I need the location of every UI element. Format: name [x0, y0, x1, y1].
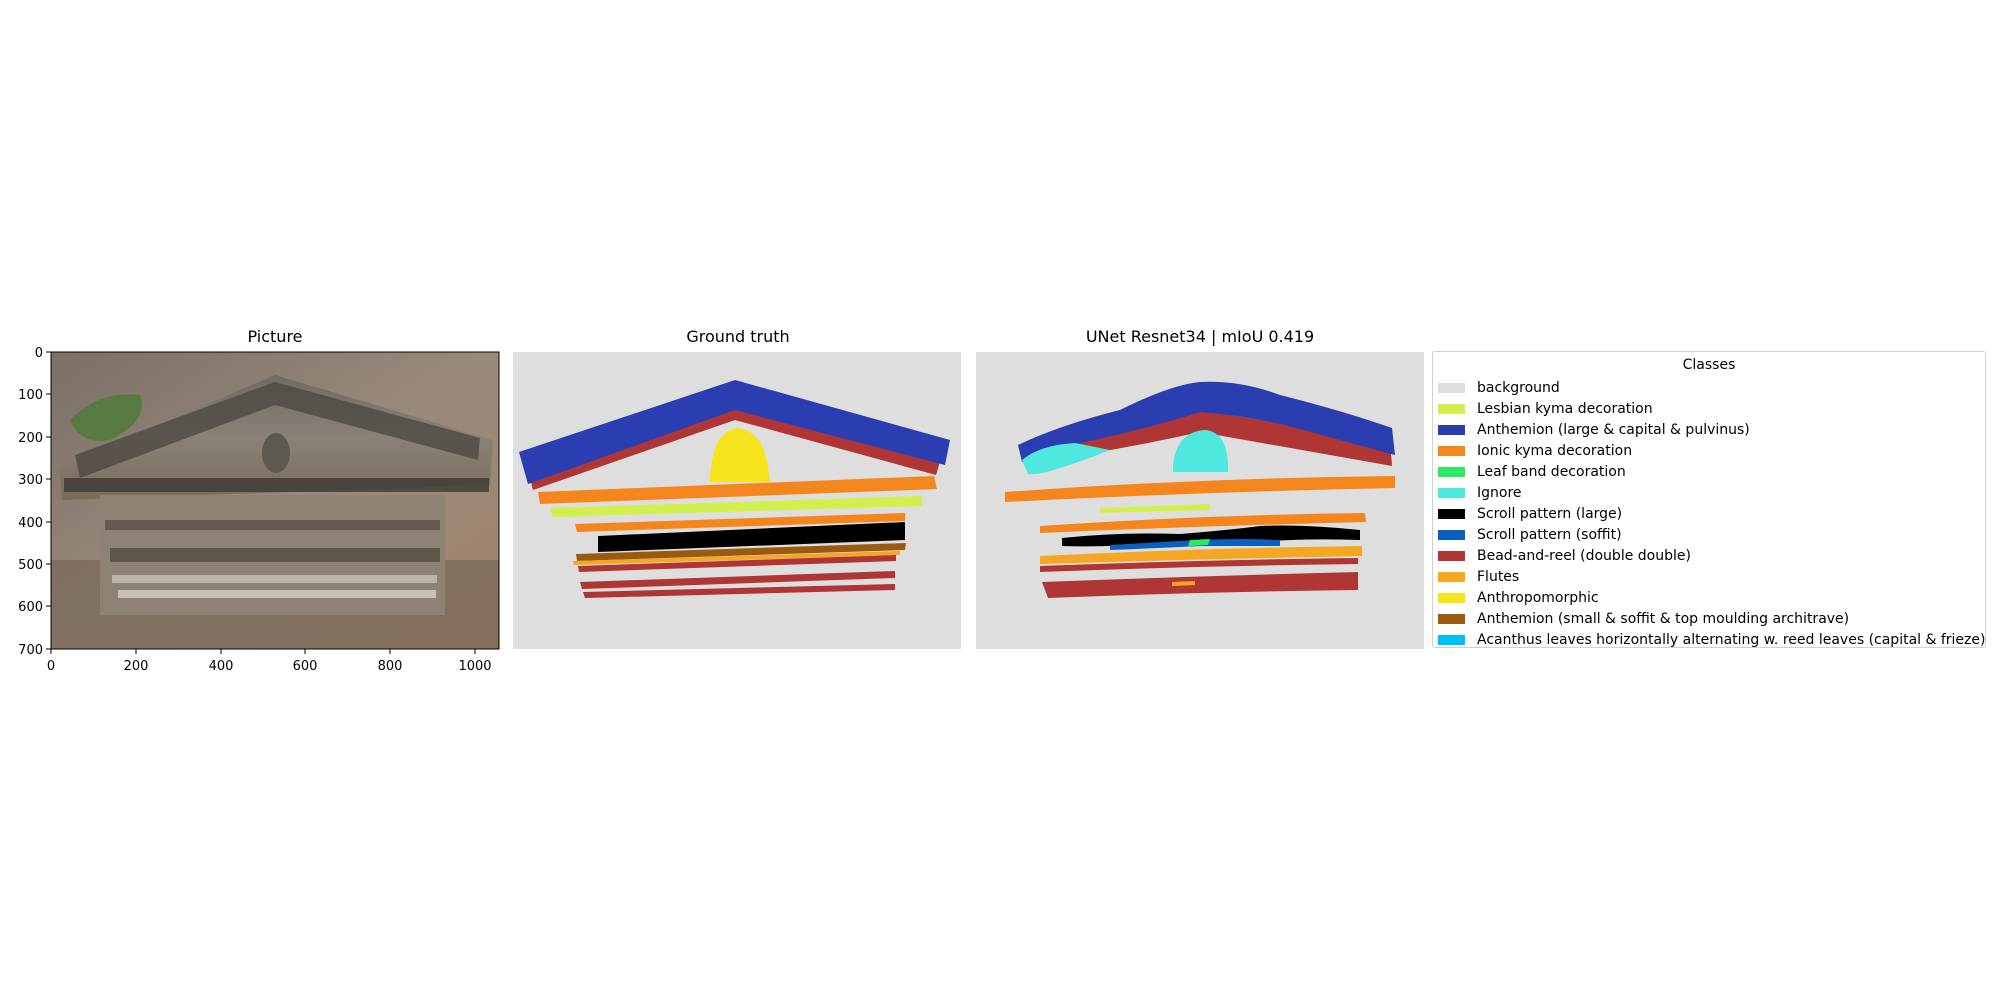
legend-label: Ignore	[1477, 484, 1522, 501]
picture-panel	[50, 351, 500, 650]
pred-leaf-band	[1188, 539, 1210, 546]
legend-swatch	[1438, 571, 1465, 582]
legend-label: Bead-and-reel (double double)	[1477, 547, 1691, 564]
x-axis: 0 200 400 600 800 1000	[47, 649, 492, 674]
pred-bead-and-reel-2	[1042, 572, 1358, 598]
x-tick-label: 0	[47, 659, 55, 674]
legend-item: Leaf band decoration	[1433, 461, 1985, 482]
gt-bead-and-reel-2	[580, 571, 895, 589]
x-tick-label: 400	[209, 659, 234, 674]
legend-swatch	[1438, 382, 1465, 393]
legend-swatch	[1438, 634, 1465, 645]
pediment-ornament	[75, 382, 480, 478]
legend-swatch	[1438, 613, 1465, 624]
legend-item: Acanthus leaves horizontally alternating…	[1433, 629, 1985, 650]
gt-ionic-kyma-1	[538, 476, 937, 504]
legend-swatch	[1438, 424, 1465, 435]
legend-item: Anthemion (large & capital & pulvinus)	[1433, 419, 1985, 440]
legend-item: Anthemion (small & soffit & top moulding…	[1433, 608, 1985, 629]
pred-lesbian-kyma	[1100, 504, 1210, 513]
legend-label: Acanthus leaves horizontally alternating…	[1477, 631, 1986, 648]
moulding-band-4	[118, 590, 436, 598]
gt-anthemion-roof	[519, 380, 950, 484]
gt-ionic-kyma-2	[575, 513, 905, 532]
legend-label: Scroll pattern (large)	[1477, 505, 1623, 522]
legend-swatch	[1438, 508, 1465, 519]
y-axis: 0 100 200 300 400 500 600 700	[18, 346, 51, 658]
prediction-title: UNet Resnet34 | mIoU 0.419	[1086, 327, 1314, 346]
legend-item: Scroll pattern (large)	[1433, 503, 1985, 524]
pred-anthemion-roof	[1018, 381, 1395, 462]
y-tick-label: 700	[18, 643, 43, 658]
foliage	[70, 394, 142, 441]
legend-label: Ionic kyma decoration	[1477, 442, 1633, 459]
legend-swatch	[1438, 550, 1465, 561]
x-tick-label: 600	[293, 659, 318, 674]
legend-label: Flutes	[1477, 568, 1520, 585]
x-tick-label: 200	[124, 659, 149, 674]
legend-item: Ignore	[1433, 482, 1985, 503]
moulding-band-3	[112, 575, 437, 583]
prediction-panel	[976, 352, 1424, 649]
legend-item: Lesbian kyma decoration	[1433, 398, 1985, 419]
legend-swatch	[1438, 529, 1465, 540]
y-tick-label: 200	[18, 431, 43, 446]
legend: Classes background Lesbian kyma decorati…	[1432, 351, 1986, 648]
picture-title: Picture	[247, 327, 302, 346]
y-tick-label: 500	[18, 558, 43, 573]
legend-label: Anthropomorphic	[1477, 589, 1599, 606]
legend-swatch	[1438, 592, 1465, 603]
gt-bead-and-reel-roof	[530, 408, 940, 490]
pred-ionic-kyma-1	[1005, 476, 1395, 502]
legend-swatch	[1438, 466, 1465, 477]
pred-flutes	[1040, 546, 1362, 564]
pediment-face-relief	[262, 433, 290, 473]
y-tick-label: 100	[18, 388, 43, 403]
y-tick-label: 300	[18, 473, 43, 488]
x-tick-label: 800	[378, 659, 403, 674]
legend-label: Scroll pattern (soffit)	[1477, 526, 1622, 543]
legend-title: Classes	[1682, 357, 1736, 373]
legend-label: background	[1477, 379, 1560, 396]
legend-swatch	[1438, 403, 1465, 414]
pred-flutes-spot	[1172, 581, 1195, 586]
pred-ionic-kyma-2	[1040, 513, 1366, 533]
pred-ignore-center	[1173, 430, 1228, 472]
legend-item: Flutes	[1433, 566, 1985, 587]
moulding-band-2	[110, 548, 440, 562]
y-tick-label: 0	[35, 346, 43, 361]
gt-anthropomorphic	[709, 428, 770, 482]
x-tick-label: 1000	[458, 659, 491, 674]
pred-ignore-left	[1022, 443, 1110, 475]
gt-bead-and-reel-3	[583, 584, 895, 598]
pred-bead-and-reel-1	[1040, 558, 1358, 572]
moulding-band-1	[105, 520, 440, 530]
ground-truth-title: Ground truth	[686, 327, 789, 346]
pred-scroll-large	[1062, 525, 1360, 547]
y-tick-label: 600	[18, 600, 43, 615]
gt-bead-and-reel-1	[578, 555, 896, 572]
ground-truth-panel	[513, 352, 961, 649]
legend-swatch	[1438, 445, 1465, 456]
legend-item: Bead-and-reel (double double)	[1433, 545, 1985, 566]
gt-scroll-large	[598, 522, 905, 552]
legend-label: Anthemion (small & soffit & top moulding…	[1477, 610, 1850, 627]
legend-swatch	[1438, 487, 1465, 498]
legend-item: Ionic kyma decoration	[1433, 440, 1985, 461]
legend-item: Scroll pattern (soffit)	[1433, 524, 1985, 545]
legend-label: Leaf band decoration	[1477, 463, 1626, 480]
gt-lesbian-kyma	[550, 496, 922, 517]
legend-item: Anthropomorphic	[1433, 587, 1985, 608]
legend-label: Lesbian kyma decoration	[1477, 400, 1653, 417]
gt-flutes	[573, 551, 900, 565]
legend-item: background	[1433, 377, 1985, 398]
y-tick-label: 400	[18, 516, 43, 531]
cornice-band	[64, 478, 489, 492]
gt-anthemion-small	[576, 543, 906, 561]
legend-label: Anthemion (large & capital & pulvinus)	[1477, 421, 1750, 438]
picture-frame	[50, 351, 500, 650]
